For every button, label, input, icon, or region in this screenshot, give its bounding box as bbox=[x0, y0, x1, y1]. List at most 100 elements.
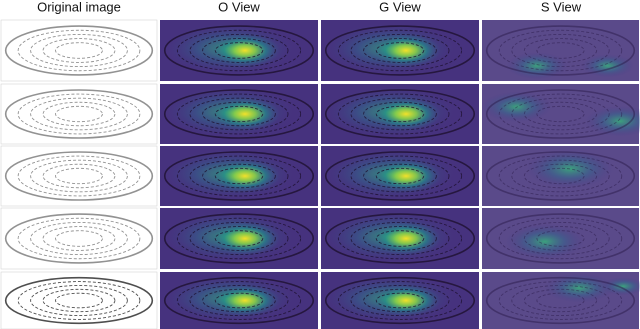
image-cell bbox=[482, 146, 639, 206]
specimen-outline bbox=[214, 292, 264, 309]
specimen-outline bbox=[42, 226, 116, 251]
specimen-outline bbox=[214, 230, 264, 247]
specimen-outline bbox=[523, 101, 598, 127]
specimen-outline bbox=[30, 159, 128, 193]
specimen-outline bbox=[324, 151, 476, 201]
specimen-outline bbox=[17, 29, 141, 72]
specimen-outline bbox=[375, 105, 425, 123]
image-cell bbox=[321, 146, 479, 206]
heat-blob bbox=[601, 277, 640, 296]
specimen-outline bbox=[523, 288, 598, 313]
specimen-outline bbox=[55, 42, 103, 59]
heat-blob bbox=[371, 33, 441, 68]
column-header: S View bbox=[541, 0, 582, 14]
specimen-outline bbox=[55, 167, 103, 185]
specimen-outline bbox=[485, 89, 636, 139]
cell-background bbox=[0, 83, 158, 145]
specimen-outline bbox=[511, 159, 610, 193]
image-cell bbox=[160, 84, 318, 144]
specimen-outline bbox=[498, 217, 623, 260]
image-cell bbox=[0, 83, 158, 145]
specimen-outline bbox=[498, 281, 623, 320]
specimen-outline bbox=[337, 93, 463, 135]
specimen-outline bbox=[485, 25, 636, 76]
specimen-outline bbox=[202, 101, 276, 127]
specimen-outline bbox=[163, 276, 315, 325]
specimen-outline bbox=[4, 213, 154, 264]
specimen-outline bbox=[176, 281, 302, 320]
column-header: O View bbox=[218, 0, 260, 14]
specimen-outline bbox=[498, 29, 623, 72]
specimen-outline bbox=[375, 230, 425, 247]
specimen-outline bbox=[189, 221, 289, 256]
image-cell bbox=[321, 208, 479, 269]
specimen-outline bbox=[498, 155, 623, 197]
cell-background bbox=[0, 271, 158, 329]
specimen-outline bbox=[214, 167, 264, 185]
specimen-outline bbox=[337, 217, 463, 260]
specimen-outline bbox=[536, 292, 585, 309]
specimen-outline bbox=[30, 97, 128, 131]
specimen-outline bbox=[176, 93, 302, 135]
specimen-outline bbox=[324, 213, 476, 264]
specimen-outline bbox=[55, 292, 103, 309]
specimen-outline bbox=[536, 167, 585, 185]
specimen-outline bbox=[55, 105, 103, 123]
specimen-outline bbox=[42, 163, 116, 189]
image-cell bbox=[160, 208, 318, 269]
specimen-outline bbox=[363, 288, 437, 313]
heat-blob bbox=[210, 159, 280, 193]
heat-blob bbox=[210, 221, 280, 256]
heat-blob bbox=[585, 105, 640, 137]
image-cell bbox=[0, 207, 158, 270]
specimen-outline bbox=[30, 33, 128, 68]
image-cell bbox=[0, 271, 158, 329]
heat-blob bbox=[506, 52, 568, 80]
specimen-outline bbox=[523, 163, 598, 189]
specimen-outline bbox=[189, 159, 289, 193]
image-cell bbox=[482, 208, 639, 269]
specimen-outline bbox=[4, 151, 154, 201]
specimen-outline bbox=[4, 276, 154, 325]
specimen-outline bbox=[202, 163, 276, 189]
specimen-outline bbox=[17, 155, 141, 197]
cell-background bbox=[0, 207, 158, 270]
specimen-outline bbox=[363, 101, 437, 127]
column-header: Original image bbox=[37, 0, 121, 14]
specimen-outline bbox=[498, 93, 623, 135]
specimen-outline bbox=[337, 281, 463, 320]
image-cell bbox=[482, 272, 640, 329]
heat-blob bbox=[371, 97, 441, 131]
specimen-outline bbox=[375, 292, 425, 309]
specimen-outline bbox=[324, 276, 476, 325]
specimen-outline bbox=[536, 230, 585, 247]
heat-blob bbox=[371, 221, 441, 256]
specimen-outline bbox=[375, 167, 425, 185]
specimen-outline bbox=[189, 97, 289, 131]
specimen-outline bbox=[202, 226, 276, 251]
specimen-outline bbox=[536, 42, 585, 59]
specimen-outline bbox=[17, 281, 141, 320]
specimen-outline bbox=[30, 285, 128, 316]
specimen-outline bbox=[214, 42, 264, 59]
image-cell bbox=[482, 20, 639, 81]
specimen-outline bbox=[42, 101, 116, 127]
specimen-outline bbox=[163, 151, 315, 201]
specimen-outline bbox=[350, 159, 450, 193]
specimen-outline bbox=[350, 285, 450, 316]
specimen-outline bbox=[176, 217, 302, 260]
specimen-outline bbox=[350, 221, 450, 256]
image-cell bbox=[160, 146, 318, 206]
specimen-outline bbox=[176, 155, 302, 197]
specimen-outline bbox=[163, 213, 315, 264]
image-cell bbox=[321, 20, 479, 81]
specimen-outline bbox=[511, 33, 610, 68]
specimen-outline bbox=[485, 213, 636, 264]
specimen-outline bbox=[324, 25, 476, 76]
specimen-outline bbox=[176, 29, 302, 72]
specimen-outline bbox=[523, 226, 598, 251]
specimen-outline bbox=[202, 38, 276, 63]
image-cell bbox=[160, 20, 318, 81]
image-cell bbox=[0, 19, 158, 82]
